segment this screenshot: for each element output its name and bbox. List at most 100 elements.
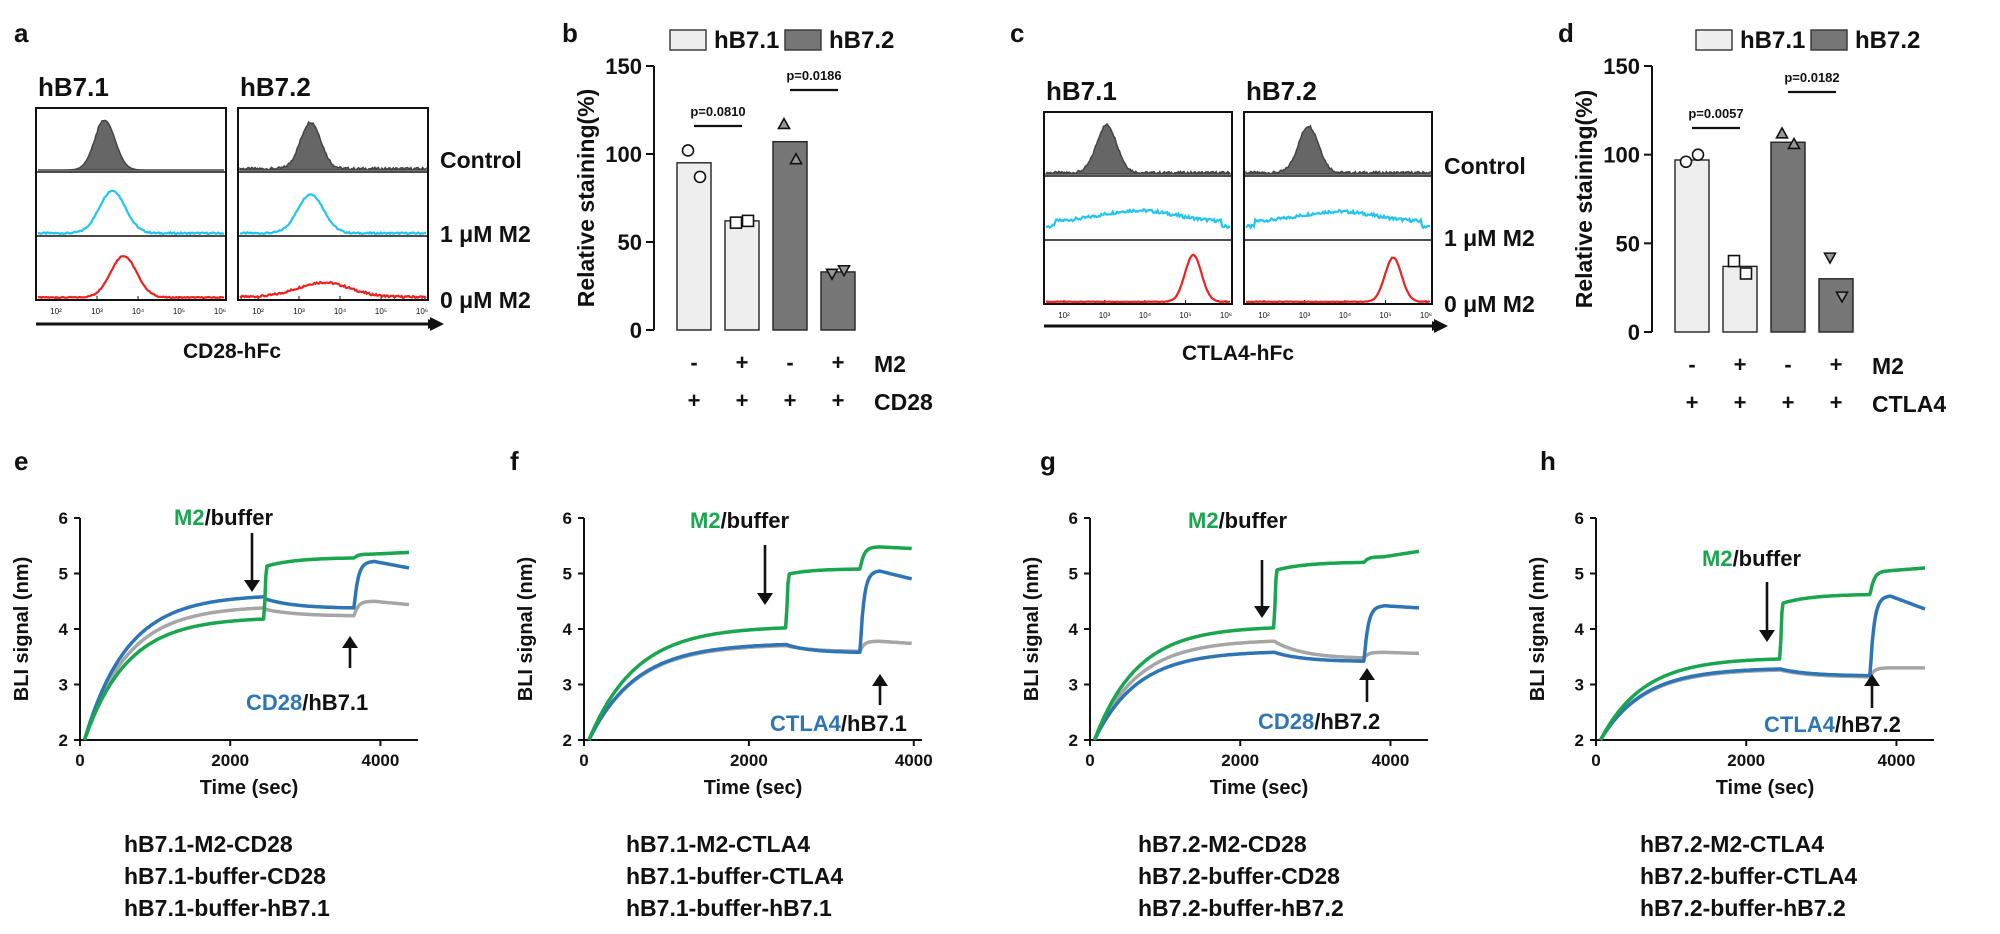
annotation-top: M2/buffer	[1188, 508, 1287, 533]
histogram-control-fill	[1045, 122, 1231, 176]
y-tick-label: 2	[1069, 731, 1078, 750]
y-axis-label: Relative staining(%)	[573, 89, 599, 308]
x-tick-label: 4000	[1878, 751, 1916, 770]
series-legend-label: hB7.1-buffer-CTLA4	[626, 863, 843, 889]
condition-sign: -	[1688, 352, 1695, 377]
bli-series-line	[1598, 594, 1926, 741]
arrow-head	[430, 317, 444, 331]
annotation-colored: CD28	[246, 690, 302, 715]
x-axis-label: Time (sec)	[704, 777, 803, 799]
y-tick-label: 150	[605, 54, 642, 79]
histogram-tick-label: 10³	[1299, 311, 1311, 320]
x-axis-label: Time (sec)	[1210, 777, 1309, 799]
annotation-rest: /hB7.2	[1314, 709, 1380, 734]
bli-series-line	[82, 559, 410, 741]
y-tick-label: 4	[563, 620, 573, 639]
y-tick-label: 6	[59, 509, 68, 528]
arrow-head	[342, 636, 358, 648]
condition-sign: +	[1782, 390, 1795, 415]
condition-sign: +	[1830, 390, 1843, 415]
annotation-bottom: CTLA4/hB7.1	[770, 711, 907, 736]
histogram-row-label: Control	[1444, 153, 1526, 179]
annotation-rest: /hB7.2	[1835, 712, 1901, 737]
y-tick-label: 3	[1575, 676, 1584, 695]
y-tick-label: 5	[563, 565, 572, 584]
condition-sign: +	[832, 388, 845, 413]
data-point	[789, 152, 803, 165]
y-tick-label: 5	[1069, 565, 1078, 584]
annotation-bottom: CD28/hB7.2	[1258, 709, 1380, 734]
x-tick-label: 4000	[1372, 751, 1410, 770]
panel-letter-a: a	[14, 18, 29, 48]
histogram-control-fill	[1245, 124, 1431, 176]
series-legend-label: hB7.2-buffer-hB7.2	[1640, 895, 1846, 921]
condition-sign: +	[832, 350, 845, 375]
histogram-tick-label: 10⁶	[1220, 311, 1232, 320]
x-axis-label: Time (sec)	[200, 777, 299, 799]
condition-sign: +	[1830, 352, 1843, 377]
bar	[676, 162, 712, 331]
histogram-control-fill	[38, 119, 224, 171]
y-tick-label: 4	[59, 620, 69, 639]
y-tick-label: 50	[1616, 231, 1640, 256]
histogram-curve	[239, 280, 427, 300]
histogram-tick-label: 10⁵	[375, 307, 387, 316]
x-tick-label: 0	[579, 751, 588, 770]
annotation-colored: M2	[174, 505, 205, 530]
condition-label: CTLA4	[1872, 391, 1946, 417]
series-legend-label: hB7.2-M2-CD28	[1138, 831, 1307, 857]
bli-series-line	[587, 545, 913, 741]
panel-letter-g: g	[1040, 446, 1056, 476]
histogram-tick-label: 10²	[252, 307, 264, 316]
histogram-tick-label: 10⁵	[173, 307, 185, 316]
series-legend-label: hB7.2-buffer-CTLA4	[1640, 863, 1857, 889]
y-tick-label: 2	[1575, 731, 1584, 750]
annotation-rest: /buffer	[205, 505, 274, 530]
annotation-colored: CD28	[1258, 709, 1314, 734]
x-tick-label: 2000	[211, 751, 249, 770]
condition-label: M2	[1872, 353, 1904, 379]
y-tick-label: 6	[1069, 509, 1078, 528]
y-tick-label: 0	[630, 318, 642, 343]
legend-swatch	[1695, 29, 1733, 51]
condition-sign: +	[1686, 390, 1699, 415]
x-tick-label: 0	[1591, 751, 1600, 770]
annotation-rest: /buffer	[721, 508, 790, 533]
histogram-tick-label: 10²	[1258, 311, 1270, 320]
histogram-column-title: hB7.1	[1046, 76, 1117, 106]
condition-sign: +	[736, 350, 749, 375]
histogram-curve	[239, 193, 427, 236]
bar	[820, 271, 856, 331]
condition-label: M2	[874, 351, 906, 377]
panel-letter-c: c	[1010, 18, 1024, 48]
legend-label: hB7.1	[714, 27, 779, 54]
bli-series-line	[1092, 603, 1420, 741]
histogram-box	[1243, 111, 1433, 305]
arrow-head	[244, 580, 260, 592]
histogram-tick-label: 10²	[1058, 311, 1070, 320]
panel-letter-e: e	[14, 446, 28, 476]
panel-letter-f: f	[510, 446, 519, 476]
condition-sign: -	[690, 350, 697, 375]
y-tick-label: 5	[59, 565, 68, 584]
bli-series-line	[82, 599, 410, 741]
p-value-label: p=0.0057	[1688, 106, 1743, 121]
data-point	[837, 264, 851, 278]
x-tick-label: 4000	[362, 751, 400, 770]
annotation-colored: CTLA4	[770, 711, 842, 736]
histogram-curve	[37, 189, 225, 236]
x-tick-label: 0	[1085, 751, 1094, 770]
data-point	[693, 170, 707, 184]
histogram-row-label: Control	[440, 147, 522, 173]
panel-letter-d: d	[1558, 18, 1574, 48]
histogram-column-title: hB7.2	[240, 72, 311, 102]
bli-series-line	[82, 550, 410, 741]
annotation-top: M2/buffer	[690, 508, 789, 533]
histogram-box	[1043, 111, 1233, 305]
annotation-colored: M2	[690, 508, 721, 533]
y-axis-label: BLI signal (nm)	[1527, 557, 1549, 701]
data-point	[1787, 136, 1801, 150]
arrow-head	[1759, 630, 1775, 642]
legend-swatch	[669, 29, 707, 51]
